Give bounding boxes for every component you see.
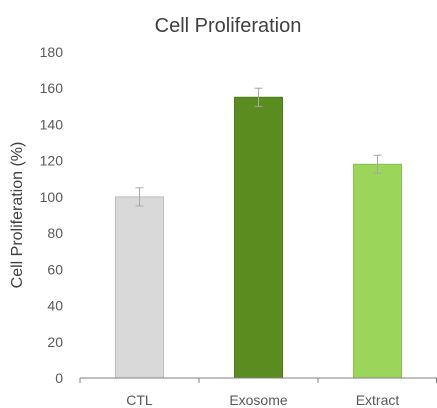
y-tick-label: 40 [47,298,63,314]
y-tick-label: 60 [47,261,63,277]
bar-ctl [115,196,164,379]
x-tick-label: Exosome [229,392,288,408]
bar-extract [353,163,402,379]
y-tick-label: 0 [55,370,63,386]
y-tick-label: 120 [40,153,64,169]
y-axis-ticks: 0 20 40 60 80 100 120 140 160 180 [40,44,64,386]
error-bar-exosome [254,87,263,107]
y-tick-label: 100 [40,189,64,205]
y-tick-label: 160 [40,80,64,96]
y-tick-label: 20 [47,334,63,350]
x-axis-labels: CTL Exosome Extract [126,392,399,408]
chart-title: Cell Proliferation [155,15,302,37]
x-axis [79,377,437,383]
error-bar-extract [373,154,382,174]
y-tick-label: 80 [47,225,63,241]
x-tick-label: Extract [356,392,400,408]
y-tick-label: 140 [40,116,64,132]
error-bar-ctl [135,187,144,207]
error-bars [135,87,382,207]
x-tick-label: CTL [126,392,153,408]
bars [115,96,402,379]
y-axis-label: Cell Proliferation (%) [9,142,26,289]
bar-exosome [234,96,283,379]
y-tick-label: 180 [40,44,64,60]
